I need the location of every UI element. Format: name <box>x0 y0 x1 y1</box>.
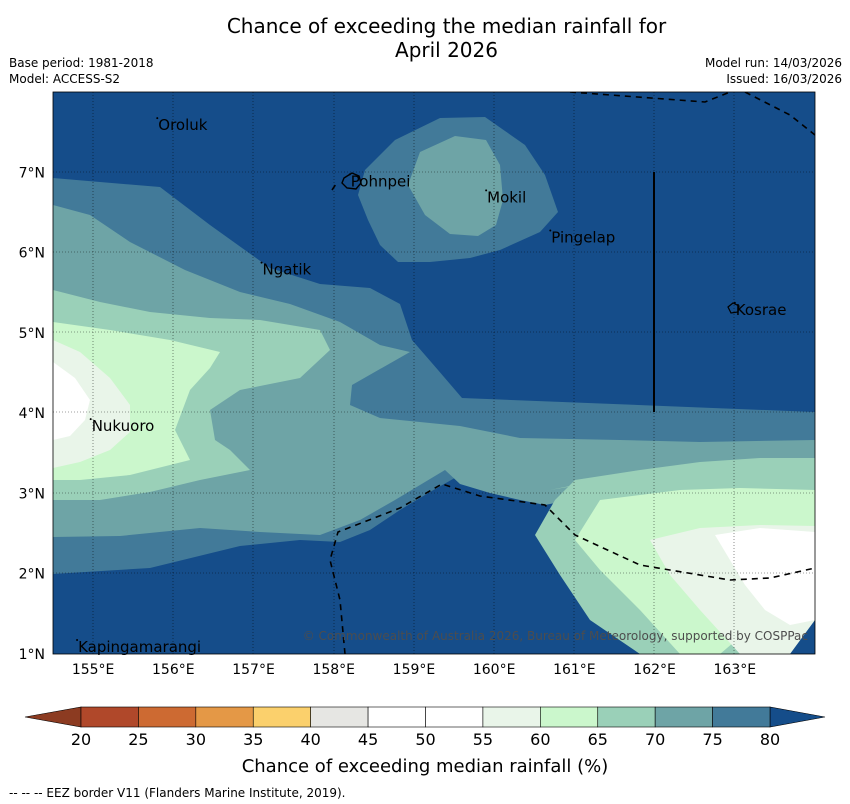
model-name: Model: ACCESS-S2 <box>9 72 121 86</box>
y-tick-label: 3°N <box>19 486 45 502</box>
x-axis-ticks: 155°E 156°E 157°E 158°E 159°E 160°E 161°E 162°E… <box>72 662 756 678</box>
place-label: Kosrae <box>736 301 787 319</box>
base-period: Base period: 1981-2018 <box>9 56 154 70</box>
colorbar-segment <box>597 706 656 728</box>
x-tick-label: 156°E <box>152 662 195 678</box>
place-marker <box>549 229 552 232</box>
model-run: Model run: 14/03/2026 <box>704 56 842 70</box>
place-labels: Oroluk Pohnpei Mokil Pingelap Ngatik Kosrae Nu… <box>76 116 786 656</box>
contour-65-70-north <box>408 136 503 236</box>
x-tick-label: 163°E <box>714 662 757 678</box>
place-marker <box>348 173 351 176</box>
x-tick-label: 155°E <box>72 662 115 678</box>
place-marker <box>260 261 263 264</box>
place-marker <box>485 189 488 192</box>
x-tick-label: 160°E <box>473 662 516 678</box>
eez-legend-note: -- -- -- EEZ border V11 (Flanders Marine… <box>9 786 346 800</box>
colorbar-tick-label: 60 <box>530 730 550 749</box>
plot-frame <box>52 91 816 655</box>
colorbar-segment <box>138 706 197 728</box>
colorbar-high-extend <box>769 706 826 728</box>
colorbar-segment <box>310 706 369 728</box>
y-tick-label: 2°N <box>19 567 45 583</box>
place-label: Oroluk <box>158 116 207 134</box>
place-marker <box>733 301 736 304</box>
colorbar-tick-label: 30 <box>186 730 206 749</box>
colorbar-tick-label: 35 <box>243 730 263 749</box>
copyright-notice: © Commonwealth of Australia 2026, Bureau… <box>303 629 808 643</box>
chart-title-line2: April 2026 <box>395 38 498 62</box>
y-axis-ticks: 1°N 2°N 3°N 4°N 5°N 6°N 7°N <box>19 165 45 663</box>
place-marker <box>76 638 79 641</box>
chart-title-line1: Chance of exceeding the median rainfall … <box>226 14 667 38</box>
place-label: Ngatik <box>263 261 312 279</box>
contour-55-60 <box>53 322 815 654</box>
y-tick-label: 5°N <box>19 326 45 342</box>
colorbar-tick-label: 80 <box>760 730 780 749</box>
colorbar-tick-label: 45 <box>358 730 378 749</box>
colorbar-segment <box>482 706 541 728</box>
colorbar-tick-label: 55 <box>473 730 493 749</box>
place-marker <box>156 117 159 120</box>
y-tick-label: 6°N <box>19 246 45 262</box>
contour-60-65 <box>53 290 815 536</box>
colorbar-segment <box>425 706 484 728</box>
colorbar: 20 25 30 35 40 45 50 55 60 65 70 75 80 <box>24 706 826 749</box>
colorbar-segment <box>712 706 771 728</box>
place-label: Pohnpei <box>351 172 411 190</box>
colorbar-segment <box>540 706 599 728</box>
pohnpei-island-outline <box>341 172 362 190</box>
colorbar-tick-label: 25 <box>128 730 148 749</box>
y-tick-label: 4°N <box>19 406 45 422</box>
colorbar-label: Chance of exceeding median rainfall (%) <box>242 756 609 777</box>
colorbar-tick-label: 20 <box>71 730 91 749</box>
place-label: Pingelap <box>551 229 615 247</box>
colorbar-tick-label: 65 <box>588 730 608 749</box>
x-tick-label: 162°E <box>633 662 676 678</box>
x-tick-label: 158°E <box>312 662 355 678</box>
colorbar-low-extend <box>24 706 82 728</box>
colorbar-tick-label: 75 <box>702 730 722 749</box>
place-label: Kapingamarangi <box>78 638 201 656</box>
y-tick-label: 7°N <box>19 165 45 181</box>
issued-date: Issued: 16/03/2026 <box>726 72 842 86</box>
x-tick-label: 157°E <box>232 662 275 678</box>
colorbar-tick-label: 50 <box>415 730 435 749</box>
y-tick-label: 1°N <box>19 647 45 663</box>
colorbar-segment <box>367 706 426 728</box>
colorbar-tick-label: 40 <box>300 730 320 749</box>
contour-65-70 <box>53 205 815 548</box>
contour-50-55 <box>53 340 815 654</box>
colorbar-segment <box>252 706 311 728</box>
colorbar-tick-label: 70 <box>645 730 665 749</box>
kosrae-island-outline <box>727 302 740 314</box>
x-tick-label: 159°E <box>393 662 436 678</box>
colorbar-segment <box>654 706 713 728</box>
place-label: Nukuoro <box>92 417 155 435</box>
colorbar-segment <box>195 706 254 728</box>
eez-borders <box>329 92 815 654</box>
colorbar-segment <box>80 706 139 728</box>
place-marker <box>89 418 92 421</box>
place-label: Mokil <box>487 188 526 206</box>
rainfall-contours <box>53 92 815 654</box>
gridlines <box>53 92 815 654</box>
x-tick-label: 161°E <box>553 662 596 678</box>
